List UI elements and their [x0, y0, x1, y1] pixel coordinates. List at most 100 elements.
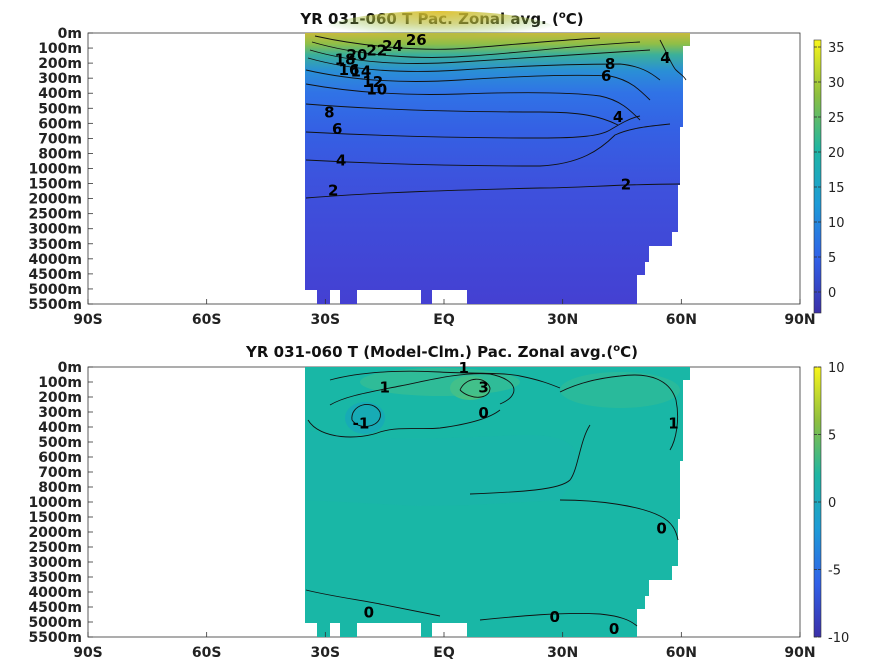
top-x-tick-label: 30N [547, 312, 578, 328]
top-contour-label: 4 [613, 108, 623, 126]
top-contour-label: 8 [605, 55, 615, 73]
top-contour-label: 2 [328, 182, 338, 200]
top-y-tick-label: 500m [38, 101, 82, 117]
top-y-tick-label: 2500m [28, 207, 82, 223]
top-contour-label: 18 [335, 51, 356, 69]
top-y-tick-label: 800m [38, 146, 82, 162]
top-title-degree: o [559, 10, 566, 21]
top-colorbar-tick-label: 20 [828, 146, 845, 161]
bottom-y-tick-label: 4000m [28, 585, 82, 601]
bottom-x-tick-label: 60N [666, 645, 697, 661]
top-x-tick-label: 60S [192, 312, 222, 328]
bottom-neutral-region [306, 430, 580, 506]
top-x-tick-label: 60N [666, 312, 697, 328]
bottom-y-tick-label: 700m [38, 465, 82, 481]
bottom-y-tick-label: 1500m [28, 510, 82, 526]
bottom-y-tick-label: 500m [38, 435, 82, 451]
top-contour-lines [305, 35, 687, 199]
top-y-tick-label: 5000m [28, 282, 82, 298]
top-y-tick-label: 5500m [28, 297, 82, 313]
bottom-x-tick-label: 30S [311, 645, 341, 661]
bottom-y-tick-label: 2000m [28, 525, 82, 541]
top-contour-label: 12 [362, 73, 383, 91]
top-y-tick-label: 700m [38, 131, 82, 147]
bottom-colorbar-tick-label: -5 [828, 564, 841, 579]
top-colorbar-tick-label: 30 [828, 76, 845, 91]
top-contour-label: 2 [621, 176, 631, 194]
top-colorbar-tick-label: 35 [828, 41, 845, 56]
bottom-y-tick-label: 0m [58, 360, 82, 376]
top-warm-pool [320, 11, 560, 55]
top-y-tick-label: 100m [38, 41, 82, 57]
bottom-warm-band [360, 368, 520, 396]
top-x-tick-label: EQ [433, 312, 455, 328]
bottom-contour-label: 3 [478, 379, 488, 397]
bottom-contour-label: 1 [379, 379, 389, 397]
bottom-contour-label: -1 [353, 415, 370, 433]
bottom-title-degree: o [613, 343, 620, 354]
bottom-contour-label: 1 [668, 415, 678, 433]
bottom-x-tick-label: 90S [73, 645, 103, 661]
bottom-y-axis-ticks: 0m100m200m300m400m500m600m700m800m1000m1… [28, 360, 93, 646]
bottom-contour-labels: 11 30-1 100 00 [353, 359, 679, 638]
bottom-contour-label: 0 [609, 620, 619, 638]
top-colorbar-tick-label: 15 [828, 181, 845, 196]
top-y-tick-label: 3000m [28, 222, 82, 238]
bottom-contour-label: 0 [550, 608, 560, 626]
top-y-tick-label: 3500m [28, 237, 82, 253]
bottom-y-tick-label: 2500m [28, 540, 82, 556]
top-contour-label: 24 [382, 37, 403, 55]
top-y-tick-label: 4500m [28, 267, 82, 283]
bottom-y-tick-label: 3000m [28, 555, 82, 571]
top-colorbar-tick-label: 0 [828, 286, 836, 301]
bottom-y-tick-label: 300m [38, 405, 82, 421]
bottom-x-tick-label: 30N [547, 645, 578, 661]
top-contour-label: 4 [660, 49, 670, 67]
top-contour-label: 14 [350, 63, 371, 81]
top-contour-label: 10 [366, 81, 387, 99]
bottom-x-axis-ticks: 90S 60S 30S EQ 30N 60N 90N [73, 632, 816, 661]
top-y-tick-label: 400m [38, 86, 82, 102]
top-y-tick-label: 2000m [28, 192, 82, 208]
bottom-contour-label: 1 [459, 359, 469, 377]
top-temperature-field [305, 33, 690, 304]
top-contour-label: 26 [406, 31, 427, 49]
bottom-contour-label: 0 [478, 404, 488, 422]
bottom-y-tick-label: 200m [38, 390, 82, 406]
top-contour-label: 20 [347, 46, 368, 64]
bottom-colorbar-tick-label: -10 [828, 631, 849, 646]
bottom-colorbar-tick-label: 5 [828, 429, 836, 444]
bottom-x-tick-label: EQ [433, 645, 455, 661]
top-contour-label: 6 [332, 120, 342, 138]
top-y-tick-label: 1500m [28, 177, 82, 193]
top-y-tick-label: 200m [38, 56, 82, 72]
bottom-panel-title: YR 031-060 T (Model-Clm.) Pac. Zonal avg… [245, 343, 638, 361]
bottom-contour-label: 0 [656, 520, 666, 538]
bottom-y-tick-label: 1000m [28, 495, 82, 511]
top-colorbar-tick-label: 25 [828, 111, 845, 126]
bottom-y-tick-label: 4500m [28, 600, 82, 616]
top-contour-label: 6 [601, 67, 611, 85]
top-contour-label: 4 [336, 151, 346, 169]
top-panel: YR 031-060 T Pac. Zonal avg. (oC) 262422… [28, 10, 844, 328]
top-y-tick-label: 0m [58, 26, 82, 42]
top-colorbar-tick-label: 5 [828, 251, 836, 266]
bottom-panel: YR 031-060 T (Model-Clm.) Pac. Zonal avg… [28, 343, 849, 661]
bottom-title-main: YR 031-060 T (Model-Clm.) Pac. Zonal avg… [245, 343, 613, 361]
bottom-title-unit: C) [620, 343, 638, 361]
bottom-colorbar-ticks: 10 5 0 -5 -10 [814, 361, 849, 646]
bottom-x-tick-label: 60S [192, 645, 222, 661]
top-colorbar-ticks: 35 30 25 20 15 10 5 0 [814, 41, 845, 301]
top-colorbar-tick-label: 10 [828, 216, 845, 231]
bottom-y-tick-label: 400m [38, 420, 82, 436]
bottom-x-tick-label: 90N [784, 645, 815, 661]
top-colorbar [813, 39, 822, 314]
bottom-colorbar-tick-label: 10 [828, 361, 845, 376]
bottom-y-tick-label: 800m [38, 480, 82, 496]
bottom-contour-lines [305, 370, 679, 627]
bottom-warm-band-north [560, 372, 680, 408]
bottom-y-tick-label: 5000m [28, 615, 82, 631]
top-y-tick-label: 4000m [28, 252, 82, 268]
